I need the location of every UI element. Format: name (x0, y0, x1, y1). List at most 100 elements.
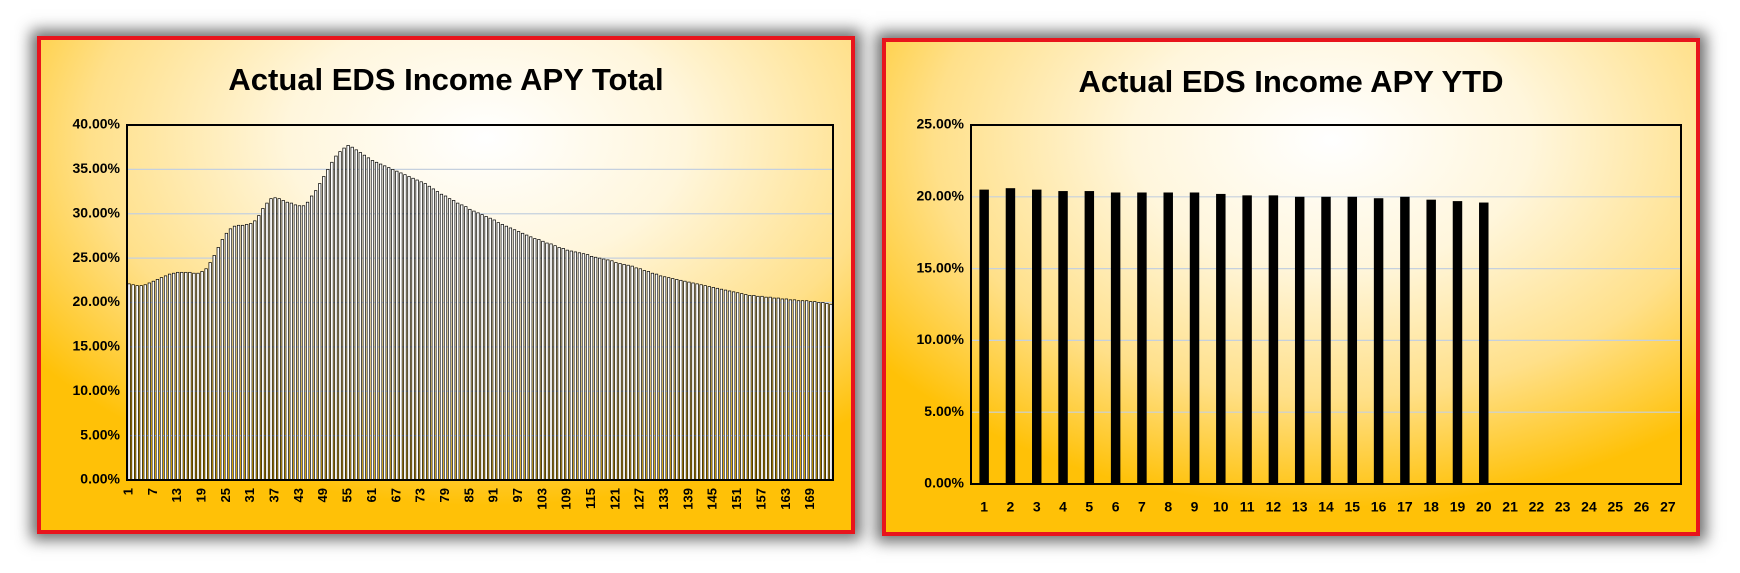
bar (358, 152, 362, 481)
bar (545, 242, 549, 481)
bar (431, 188, 435, 481)
x-tick-label: 1 (120, 488, 135, 495)
x-tick-label: 11 (1240, 499, 1255, 515)
bar (334, 155, 338, 481)
bar (541, 240, 545, 481)
bar (695, 283, 699, 481)
bar (671, 278, 675, 481)
bar (184, 271, 188, 481)
bar (512, 229, 517, 481)
bar (155, 279, 160, 481)
bar (464, 206, 468, 481)
bar (257, 215, 261, 481)
bar (764, 296, 768, 481)
x-tick-label: 15 (1345, 499, 1361, 515)
bar (281, 200, 285, 481)
bar (285, 201, 289, 481)
bar (654, 273, 659, 481)
bar (1137, 192, 1147, 484)
bar (415, 179, 419, 481)
bar (675, 279, 679, 481)
bar (1268, 195, 1279, 484)
bar (456, 202, 460, 481)
x-tick-label: 127 (632, 488, 647, 510)
x-tick-label: 169 (802, 488, 817, 510)
bar (216, 247, 220, 481)
bar (577, 252, 582, 481)
bar (1321, 196, 1331, 485)
x-tick-label: 26 (1634, 499, 1650, 515)
bar (468, 208, 472, 481)
chart-panel: Actual EDS Income APY YTD 0.00% 5.00% 10.0… (882, 38, 1700, 536)
y-tick-label: 10.00% (73, 382, 121, 398)
x-tick-label: 103 (534, 488, 549, 510)
bar (383, 165, 387, 481)
x-tick-label: 22 (1529, 499, 1545, 515)
bar (796, 300, 801, 481)
bar (310, 195, 314, 481)
bar (792, 299, 797, 481)
bar (314, 190, 318, 481)
bar (301, 205, 306, 481)
bar (516, 231, 521, 481)
bar (265, 202, 269, 481)
x-tick-label: 24 (1581, 499, 1597, 515)
bar (159, 277, 164, 481)
bar (180, 271, 184, 481)
bar (387, 167, 391, 481)
x-tick-label: 27 (1660, 499, 1676, 515)
bar (273, 197, 277, 481)
x-tick-label: 4 (1059, 499, 1067, 515)
bar (594, 256, 598, 481)
bar (131, 284, 135, 481)
bar (667, 277, 671, 481)
x-tick-label: 61 (364, 488, 379, 502)
bar (208, 262, 212, 481)
bar (610, 260, 614, 481)
bar (1347, 196, 1358, 485)
bar (261, 208, 265, 481)
x-tick-label: 23 (1555, 499, 1571, 515)
y-tick-label: 5.00% (924, 403, 964, 419)
x-tick-label: 91 (486, 488, 501, 502)
bar (289, 202, 293, 481)
bar (204, 268, 208, 481)
bar (979, 189, 989, 484)
bar (484, 216, 488, 481)
bar (618, 263, 622, 481)
x-tick-label: 13 (1292, 499, 1308, 515)
bar (525, 234, 529, 481)
bar (435, 191, 440, 481)
y-tick-label: 40.00% (73, 116, 121, 132)
bar (723, 289, 728, 481)
x-tick-label: 49 (315, 488, 330, 502)
bar (488, 217, 492, 481)
chart-panel: Actual EDS Income APY Total 0.00% 5.00% 10… (37, 36, 855, 534)
bar (411, 177, 415, 481)
x-tick-label: 157 (753, 488, 768, 510)
bar (196, 272, 200, 481)
bar (452, 200, 456, 481)
bar (366, 157, 371, 481)
bar (573, 251, 577, 481)
bar (338, 151, 342, 481)
bar (589, 256, 594, 481)
bar (346, 145, 350, 481)
bar (439, 193, 444, 481)
bar (1479, 202, 1489, 484)
x-tick-label: 55 (340, 488, 355, 502)
bar (1084, 191, 1095, 484)
x-tick-label: 97 (510, 488, 525, 502)
bar (1005, 188, 1016, 484)
x-tick-label: 7 (145, 488, 160, 495)
bar (752, 295, 756, 481)
y-tick-label: 30.00% (73, 204, 121, 220)
bar (224, 232, 229, 481)
bar (1426, 199, 1436, 484)
bar (143, 284, 147, 481)
x-tick-label: 25 (1607, 499, 1623, 515)
bar (630, 265, 634, 481)
bar (326, 169, 330, 481)
x-tick-label: 115 (583, 488, 598, 509)
y-tick-label: 25.00% (917, 116, 965, 132)
